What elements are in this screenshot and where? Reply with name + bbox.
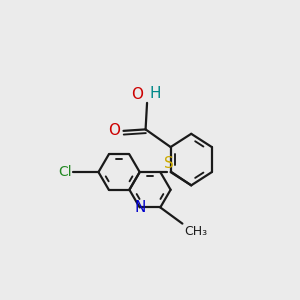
Text: H: H	[150, 86, 161, 101]
Text: N: N	[134, 200, 146, 215]
Text: O: O	[131, 87, 143, 102]
Text: CH₃: CH₃	[185, 225, 208, 238]
Text: S: S	[164, 156, 174, 171]
Text: Cl: Cl	[58, 165, 72, 179]
Text: O: O	[109, 123, 121, 138]
